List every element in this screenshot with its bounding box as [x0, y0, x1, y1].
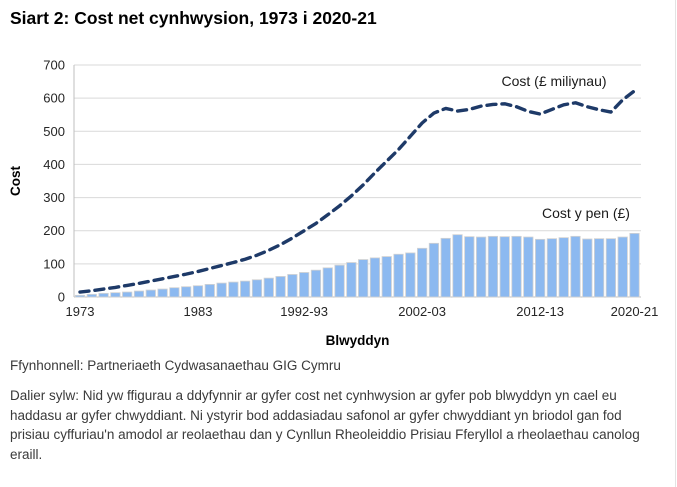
y-tick-label: 400	[43, 157, 65, 172]
bar	[346, 262, 357, 298]
bar	[440, 237, 451, 298]
x-tick-label: 2002-03	[398, 304, 446, 319]
bar	[558, 237, 569, 298]
bar	[98, 292, 109, 298]
y-tick-label: 300	[43, 190, 65, 205]
bar	[204, 284, 215, 298]
bar	[369, 257, 381, 298]
bar	[181, 286, 192, 298]
cost-line	[78, 89, 637, 294]
bar	[157, 288, 168, 298]
bar	[452, 234, 463, 298]
bar	[511, 235, 522, 298]
y-tick-label: 500	[43, 124, 65, 139]
bar	[145, 289, 156, 298]
bar	[263, 277, 274, 298]
bar	[582, 238, 593, 298]
bar	[287, 274, 298, 298]
line-series-label: Cost (£ miliynau)	[501, 73, 606, 89]
page-right-border	[675, 0, 676, 487]
bar	[464, 236, 475, 298]
bar	[605, 238, 617, 298]
bar	[122, 291, 133, 298]
x-tick-label: 1973	[66, 304, 95, 319]
bar	[322, 267, 333, 298]
bar	[228, 281, 239, 298]
y-tick-label: 700	[43, 58, 65, 73]
x-tick-label: 2020-21	[611, 304, 659, 319]
bar	[310, 269, 322, 298]
bar-series-label: Cost y pen (£)	[542, 205, 630, 221]
bar	[240, 280, 251, 298]
chart-title: Siart 2: Cost net cynhwysion, 1973 i 202…	[10, 8, 377, 28]
y-tick-label: 600	[43, 91, 65, 106]
bar	[133, 290, 145, 298]
bar	[251, 279, 263, 298]
bar	[487, 235, 499, 298]
bar	[275, 276, 286, 298]
bar	[617, 236, 628, 298]
y-tick-label: 200	[43, 223, 65, 238]
y-axis-label: Cost	[8, 165, 23, 196]
bar	[405, 252, 416, 298]
bar	[192, 285, 204, 298]
bar	[499, 236, 510, 298]
bar	[86, 293, 97, 298]
bar	[110, 292, 121, 298]
note-text: Dalier sylw: Nid yw ffigurau a ddyfynnir…	[10, 388, 640, 462]
x-tick-label: 2012-13	[516, 304, 564, 319]
bar	[570, 235, 581, 298]
bar	[299, 272, 310, 298]
bar	[417, 247, 428, 298]
bar	[334, 264, 345, 298]
bar	[546, 238, 558, 298]
bar	[535, 238, 546, 298]
bar	[216, 282, 227, 298]
y-tick-label: 0	[58, 290, 65, 305]
bar	[428, 242, 440, 298]
bar	[74, 294, 86, 298]
y-tick-label: 100	[43, 256, 65, 271]
bar	[358, 259, 369, 298]
bar	[381, 256, 392, 298]
x-tick-label: 1992-93	[280, 304, 328, 319]
x-tick-label: 1983	[184, 304, 213, 319]
source-text: Ffynhonnell: Partneriaeth Cydwasanaethau…	[10, 358, 341, 373]
bar	[393, 253, 404, 298]
bar	[629, 232, 640, 298]
chart-canvas: 0 100 200 300 400 500 600 700 1973 1983 1992-93 200…	[8, 58, 659, 349]
bar	[523, 236, 534, 298]
x-axis-label: Blwyddyn	[326, 333, 390, 348]
bar	[169, 287, 180, 298]
bar	[476, 236, 487, 298]
bar	[594, 238, 605, 298]
